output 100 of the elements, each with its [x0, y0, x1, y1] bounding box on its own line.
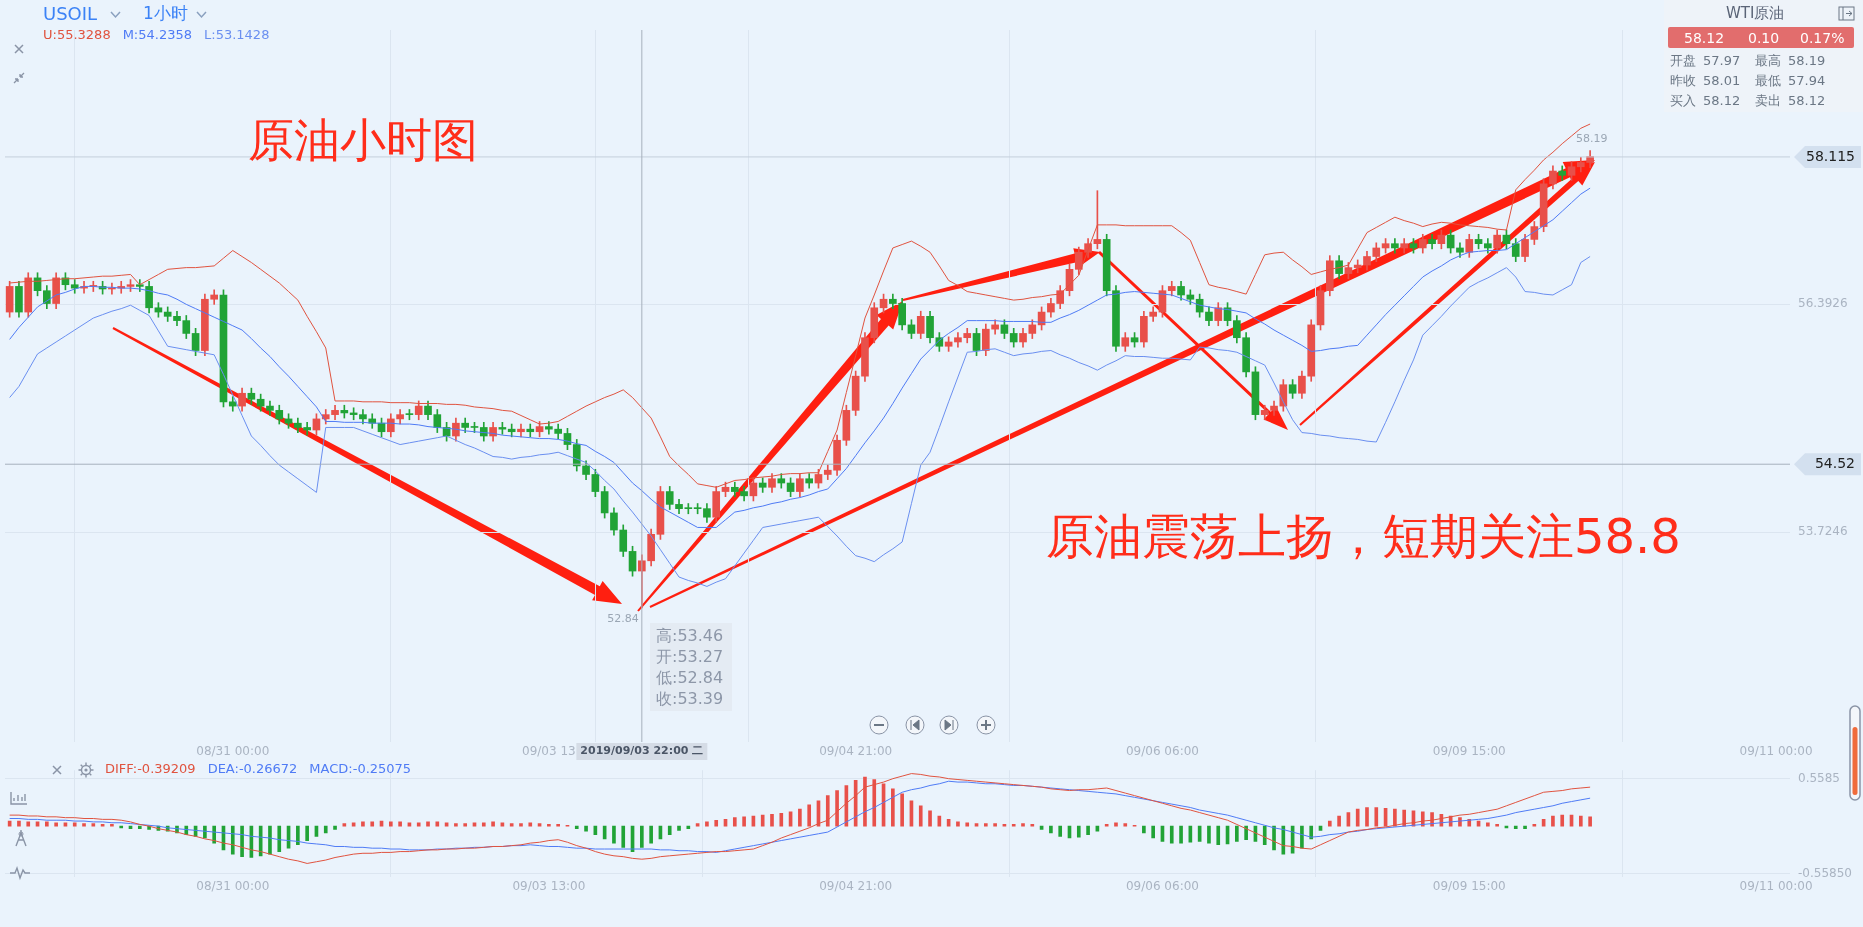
- annotation: 58.12: [1703, 93, 1741, 109]
- x-tick-label: 08/31 00:00: [196, 744, 270, 759]
- bar: [1235, 825, 1239, 842]
- bar: [1365, 807, 1369, 827]
- bar: [296, 825, 300, 846]
- bar: [863, 776, 867, 827]
- bar: [509, 823, 514, 827]
- bar: [891, 788, 895, 827]
- bar: [993, 823, 997, 827]
- x-tick-label: 09/09 15:00: [1432, 744, 1506, 759]
- bar: [1207, 825, 1211, 844]
- x-tick-label: 09/06 06:00: [1125, 744, 1199, 759]
- bar: [1337, 815, 1341, 827]
- bar: [677, 825, 681, 831]
- bar: [1393, 808, 1397, 827]
- bar: [17, 820, 21, 827]
- bar: [621, 825, 626, 848]
- annotation: 57.94: [1788, 73, 1826, 89]
- bar: [1114, 822, 1118, 827]
- bar: [1123, 823, 1128, 827]
- candlestick: [526, 423, 535, 438]
- bar: [240, 825, 244, 857]
- bar: [732, 817, 737, 827]
- bar: [584, 825, 588, 832]
- bar: [1262, 825, 1267, 846]
- bar: [481, 822, 486, 827]
- bar: [1327, 820, 1332, 827]
- bar: [463, 823, 468, 827]
- text: 1小时: [143, 3, 188, 24]
- x-tick-label: 09/11 00:00: [1739, 879, 1813, 894]
- ref-line-label: 54.52: [1814, 454, 1855, 471]
- bar: [1021, 823, 1025, 827]
- text: 原油小时图: [248, 112, 478, 169]
- annotation: 原油震荡上扬，短期关注58.8: [1046, 508, 1681, 566]
- bar: [1244, 825, 1248, 841]
- annotation: MACD:-0.25075: [309, 761, 412, 776]
- bar: [612, 825, 616, 844]
- bar: [835, 790, 839, 827]
- bar: [203, 825, 207, 839]
- bar: [1281, 825, 1286, 855]
- bar: [1179, 825, 1183, 844]
- x-tick-label: 09/09 15:00: [1432, 879, 1506, 894]
- bar: [1374, 807, 1379, 827]
- bar: [268, 825, 272, 855]
- bar: [1560, 814, 1565, 827]
- bar: [1551, 815, 1555, 827]
- bar: [1513, 825, 1518, 830]
- bar: [825, 795, 830, 827]
- bar: [416, 822, 421, 827]
- annotation: 57.97: [1703, 53, 1741, 69]
- bar: [1588, 816, 1592, 827]
- x-tick-label: 09/06 06:00: [1125, 879, 1199, 894]
- x-tick-label: 08/31 00:00: [196, 879, 270, 894]
- x-tick-label: 09/03 13: [522, 744, 576, 759]
- bar: [1402, 809, 1407, 827]
- bar: [91, 823, 96, 827]
- bar: [1151, 825, 1155, 839]
- annotation: 昨收: [1670, 73, 1696, 89]
- bar: [305, 825, 309, 841]
- text: DEA:-0.26672: [207, 761, 298, 776]
- bar: [1049, 825, 1053, 834]
- x-tick-label: 09/04 21:00: [819, 879, 893, 894]
- annotation: 58.19: [1576, 132, 1608, 146]
- bar: [918, 805, 923, 827]
- bar: [714, 819, 719, 827]
- bar: [574, 825, 579, 830]
- annotation: 58.12: [1684, 30, 1725, 47]
- annotation: 0.10: [1748, 30, 1780, 47]
- annotation: 最高: [1755, 53, 1781, 69]
- text: M:54.2358: [122, 27, 193, 42]
- text: U:55.3288: [43, 27, 111, 42]
- bar: [1169, 825, 1174, 844]
- bar: [742, 816, 746, 827]
- bar: [454, 823, 458, 827]
- y-tick-label: -0.55850: [1798, 865, 1852, 880]
- annotation: 低:52.84: [656, 668, 724, 688]
- annotation: 58.19: [1788, 53, 1826, 69]
- bar: [928, 810, 932, 827]
- ref-line-label: 58.115: [1806, 147, 1855, 164]
- bar: [965, 822, 970, 827]
- bar: [323, 825, 328, 834]
- y-tick-label: 0.5585: [1798, 770, 1840, 785]
- annotation: 52.84: [607, 612, 639, 626]
- bar: [1523, 825, 1527, 830]
- bar: [667, 825, 672, 835]
- bar: [82, 823, 86, 827]
- bar: [872, 779, 877, 827]
- bar: [770, 813, 774, 827]
- x-tick-label: 09/04 21:00: [819, 744, 893, 759]
- bar: [1355, 808, 1360, 827]
- annotation: 买入: [1670, 93, 1696, 109]
- bar: [277, 825, 282, 852]
- bar: [519, 823, 523, 827]
- bar: [798, 808, 802, 827]
- bar: [1142, 825, 1146, 834]
- x-tick-label: 09/11 00:00: [1739, 744, 1813, 759]
- text: L:53.1428: [204, 27, 270, 42]
- y-tick-label: 56.3926: [1798, 296, 1848, 311]
- annotation: 开:53.27: [656, 647, 724, 667]
- bar: [1486, 822, 1490, 827]
